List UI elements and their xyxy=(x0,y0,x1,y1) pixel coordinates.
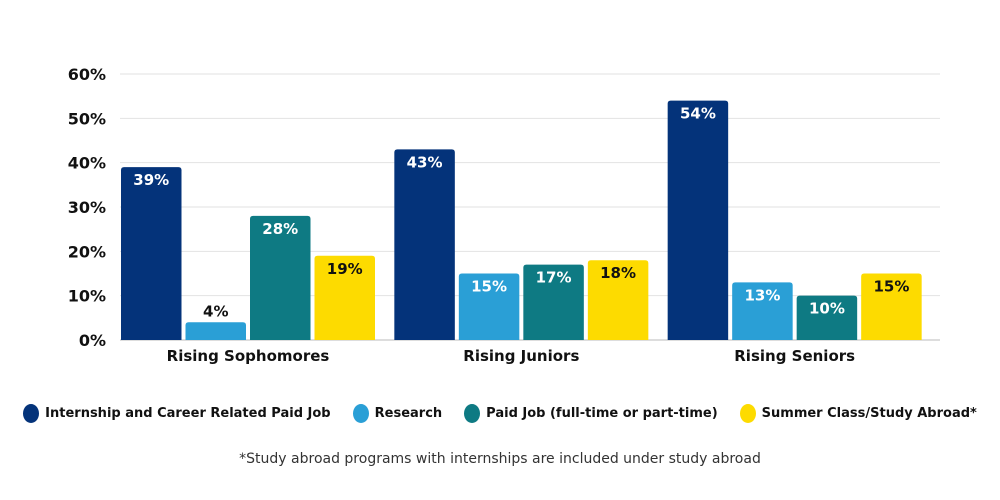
data-label: 10% xyxy=(809,300,845,318)
bar-chart: 0% 10% 20% 30% 40% 50% 60% 39% 4% 28% 19% Rising So… xyxy=(68,65,940,365)
legend-item: Summer Class/Study Abroad* xyxy=(739,404,977,423)
legend-swatch xyxy=(739,404,756,423)
x-tick-label: Rising Juniors xyxy=(463,347,579,365)
data-label: 4% xyxy=(203,302,228,320)
bar xyxy=(314,255,375,340)
y-tick-label: 10% xyxy=(68,287,106,306)
legend-swatch xyxy=(23,404,40,423)
bar xyxy=(796,295,858,340)
x-tick-label: Rising Sophomores xyxy=(167,347,330,365)
data-label: 54% xyxy=(680,105,716,123)
bar xyxy=(732,282,793,340)
bar xyxy=(667,100,729,340)
legend: Internship and Career Related Paid Job Re… xyxy=(0,404,1000,423)
y-tick-label: 60% xyxy=(68,65,106,84)
data-label: 28% xyxy=(262,220,298,238)
bar xyxy=(458,273,520,340)
bar xyxy=(861,273,922,340)
y-tick-label: 30% xyxy=(68,198,106,217)
legend-label: Summer Class/Study Abroad* xyxy=(761,406,977,421)
legend-swatch xyxy=(464,404,481,423)
legend-item: Internship and Career Related Paid Job xyxy=(23,404,331,423)
bar xyxy=(250,215,311,340)
y-tick-label: 0% xyxy=(79,331,106,350)
legend-item: Research xyxy=(352,404,443,423)
data-label: 43% xyxy=(407,153,443,171)
data-label: 39% xyxy=(133,171,169,189)
y-tick-label: 40% xyxy=(68,154,106,173)
bar xyxy=(185,322,246,340)
legend-swatch xyxy=(352,404,369,423)
legend-item: Paid Job (full-time or part-time) xyxy=(464,404,718,423)
bar xyxy=(121,167,182,340)
legend-label: Internship and Career Related Paid Job xyxy=(45,406,331,421)
data-label: 15% xyxy=(873,278,909,296)
bar xyxy=(394,149,455,340)
data-label: 17% xyxy=(536,269,572,287)
bar xyxy=(587,260,649,340)
data-label: 13% xyxy=(744,286,780,304)
x-tick-label: Rising Seniors xyxy=(734,347,855,365)
y-tick-label: 20% xyxy=(68,242,106,261)
legend-label: Paid Job (full-time or part-time) xyxy=(486,406,718,421)
data-label: 18% xyxy=(600,264,636,282)
y-tick-label: 50% xyxy=(68,109,106,128)
bar xyxy=(523,264,584,340)
footnote: *Study abroad programs with internships … xyxy=(239,451,761,467)
legend-label: Research xyxy=(374,406,443,421)
data-label: 19% xyxy=(327,260,363,278)
data-label: 15% xyxy=(471,278,507,296)
